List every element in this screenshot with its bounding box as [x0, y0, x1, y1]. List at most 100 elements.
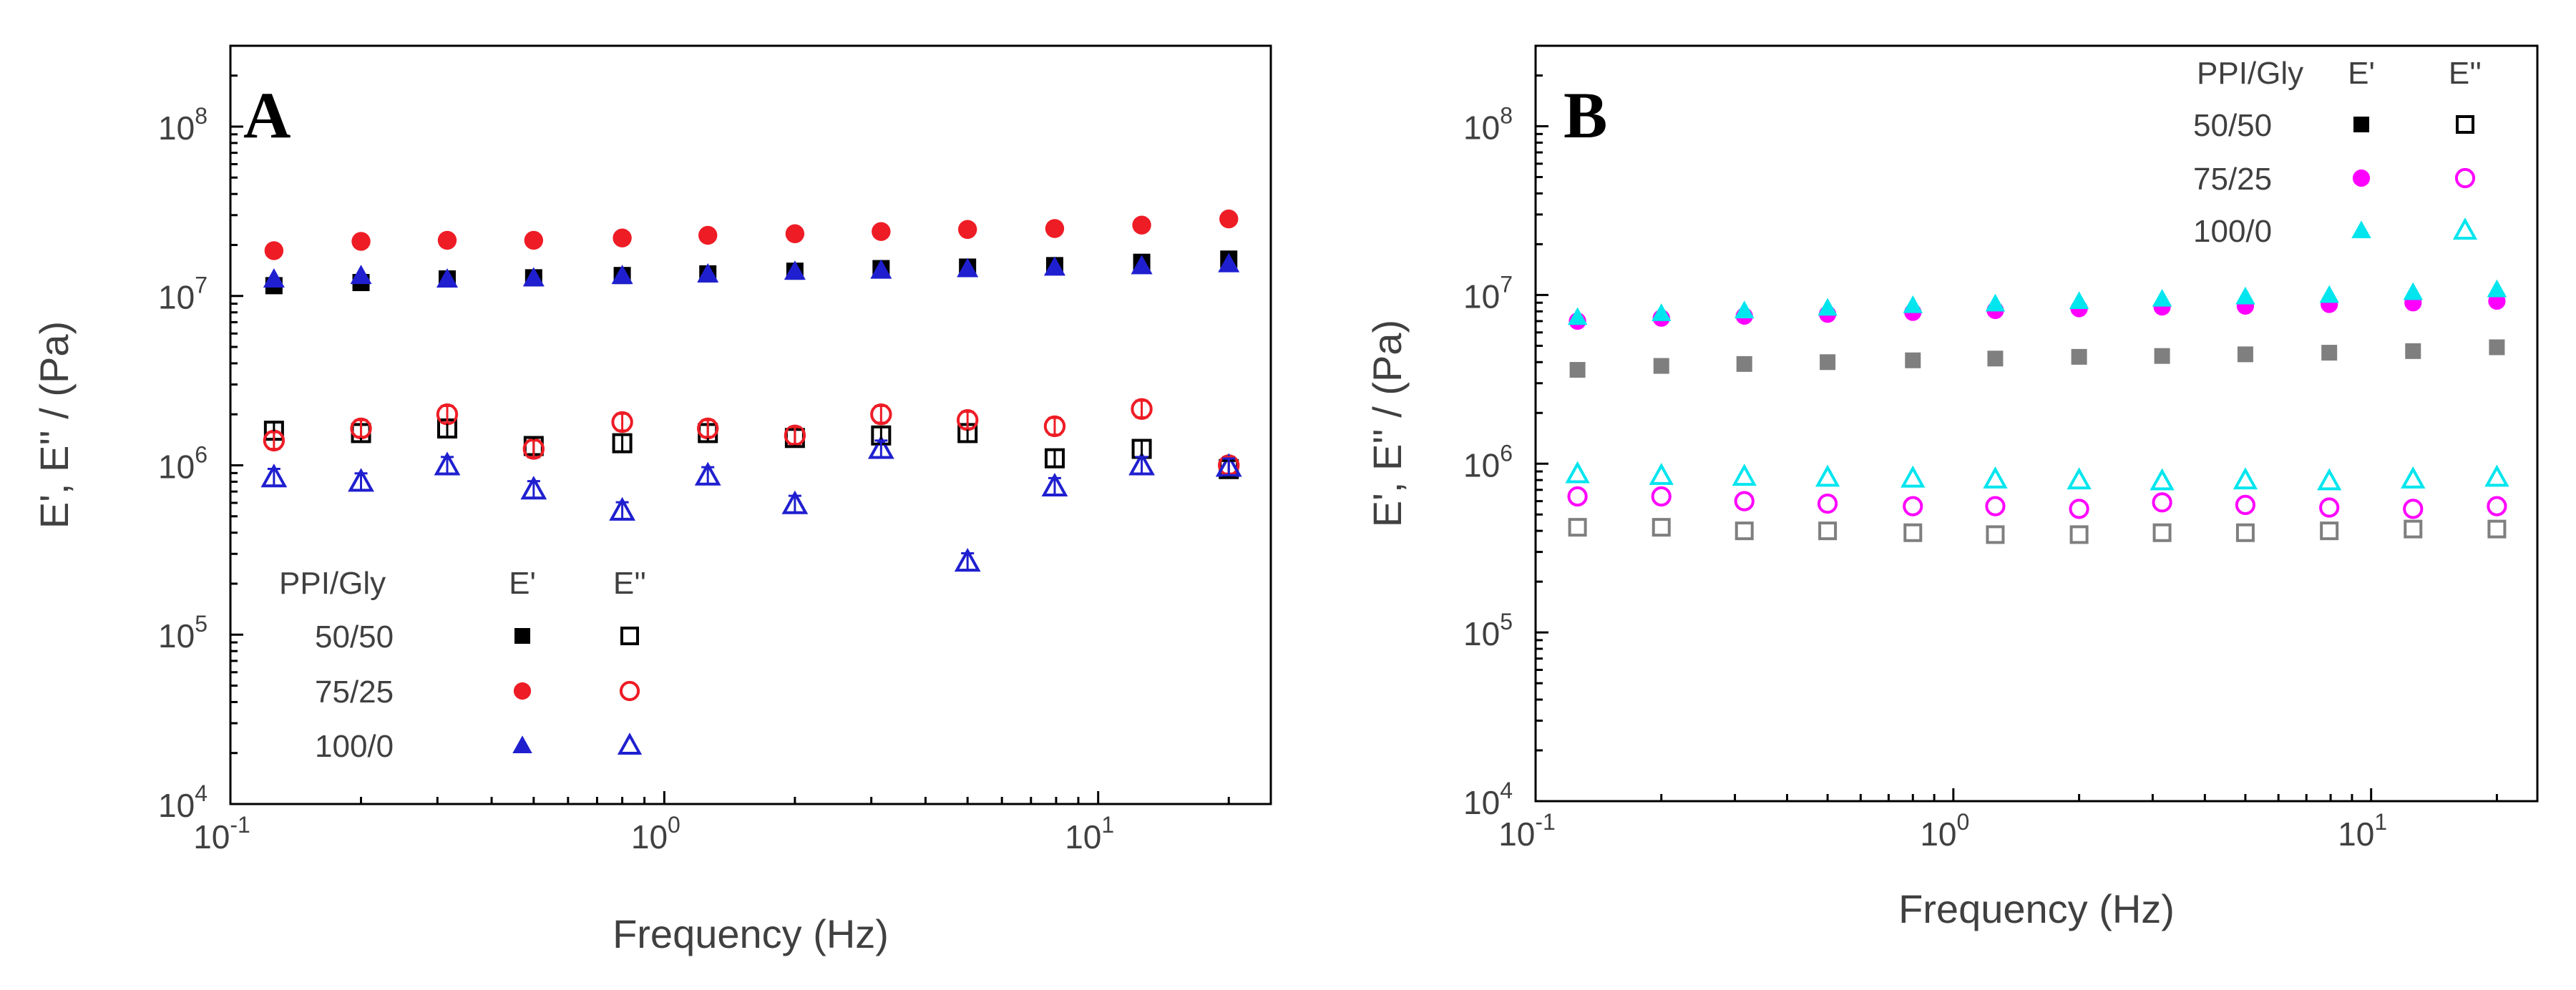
x-axis-title: Frequency (Hz) [613, 911, 889, 956]
legend-marker [2353, 117, 2369, 132]
data-point [1903, 295, 1923, 313]
x-axis-ticks [229, 791, 1230, 804]
legend-row-label: 100/0 [2193, 214, 2272, 249]
data-point [2152, 492, 2172, 513]
data-point [785, 224, 805, 243]
data-point [1820, 354, 1836, 371]
panel-label: A [243, 79, 291, 152]
series-75-25-loss [263, 398, 1240, 476]
error-bars [267, 399, 1236, 572]
data-point [698, 225, 718, 245]
data-point [870, 403, 892, 426]
data-point [872, 222, 891, 241]
data-point [2069, 291, 2089, 309]
data-point [1732, 464, 1757, 486]
x-tick-label: 10-1 [193, 812, 250, 856]
data-point [2403, 282, 2424, 300]
data-point [1903, 523, 1923, 542]
data-point [1653, 358, 1669, 374]
legend-marker [2456, 115, 2474, 134]
y-axis-title: E', E'' / (Pa) [1365, 320, 1410, 527]
plot-frame [1534, 44, 2539, 803]
data-point [1985, 293, 2006, 312]
data-point [2489, 339, 2505, 356]
legend-marker [513, 682, 532, 700]
series-100-0-loss [260, 435, 1242, 572]
legend-marker [620, 627, 639, 645]
x-tick-label: 101 [1065, 812, 1114, 856]
y-tick-label: 107 [158, 273, 208, 316]
data-point [2235, 523, 2255, 542]
legend-header: PPI/Gly [2197, 56, 2303, 91]
panel-b: 10-1 100 101 104 105 106 107 108 Frequency (Hz) E… [1365, 44, 2539, 931]
x-tick-label: 10-1 [1498, 809, 1556, 853]
data-point [264, 241, 284, 260]
y-tick-label: 108 [1463, 103, 1513, 147]
data-point [1735, 521, 1754, 541]
data-point [2319, 285, 2339, 303]
legend-marker [617, 732, 643, 755]
data-point [2317, 468, 2342, 491]
data-point [2235, 494, 2256, 515]
data-point [1815, 464, 1840, 487]
data-point [1649, 463, 1674, 485]
legend-row-label: 50/50 [315, 619, 394, 655]
data-point [1734, 300, 1755, 318]
legend-header: E' [2348, 56, 2375, 91]
data-point [2233, 467, 2258, 490]
legend-marker [2351, 220, 2371, 238]
series-75-25-storage [264, 209, 1239, 260]
panel-a: 10-1 100 101 104 105 106 107 108 Frequency (Hz) E… [31, 44, 1272, 956]
data-point [1043, 415, 1066, 438]
data-point [870, 259, 892, 279]
data-point [1219, 209, 1239, 229]
data-point [2484, 464, 2509, 487]
data-point [1901, 465, 1926, 488]
data-point [1131, 398, 1153, 420]
y-tick-label: 107 [1463, 271, 1513, 315]
data-point [2069, 499, 2089, 519]
legend-marker [512, 735, 532, 753]
data-point [436, 268, 458, 288]
legend-marker [514, 628, 530, 644]
data-point [2401, 466, 2426, 489]
data-point [437, 230, 457, 250]
data-point [1132, 215, 1151, 235]
y-axis-title: E', E'' / (Pa) [31, 321, 77, 529]
legend-header: PPI/Gly [279, 566, 386, 601]
x-tick-label: 100 [631, 812, 680, 856]
x-tick-label: 101 [2338, 809, 2387, 853]
series-50-50-storage [1569, 339, 2505, 378]
series-50-50-storage [265, 250, 1238, 295]
legend-marker [2452, 217, 2478, 240]
data-point [957, 220, 977, 239]
data-point [1567, 486, 1588, 507]
data-point [1986, 525, 2005, 544]
legend-row-label: 50/50 [2193, 108, 2272, 143]
series-100-0-storage [263, 253, 1240, 288]
data-point [2152, 288, 2172, 307]
data-point [1568, 518, 1587, 537]
data-point [2405, 343, 2421, 359]
data-point [1569, 362, 1586, 378]
series-100-0-loss [1565, 461, 2509, 491]
y-tick-label: 104 [1463, 778, 1513, 821]
data-point [2237, 346, 2253, 363]
legend: PPI/Gly E' E'' 50/50 75/25 100/0 [279, 566, 646, 764]
data-point [2404, 519, 2423, 539]
data-point [2487, 519, 2507, 539]
plot-frame [229, 44, 1272, 805]
data-point [611, 265, 633, 285]
data-point [2071, 348, 2087, 365]
data-point [957, 258, 979, 278]
y-tick-label: 108 [158, 103, 208, 147]
data-point [1817, 493, 1838, 514]
data-point [1987, 351, 2004, 367]
data-point [697, 263, 719, 283]
y-tick-label: 106 [1463, 440, 1513, 484]
data-point [2154, 348, 2170, 364]
legend-header: E'' [613, 566, 646, 601]
legend-marker [2352, 169, 2371, 187]
data-point [2321, 345, 2338, 361]
